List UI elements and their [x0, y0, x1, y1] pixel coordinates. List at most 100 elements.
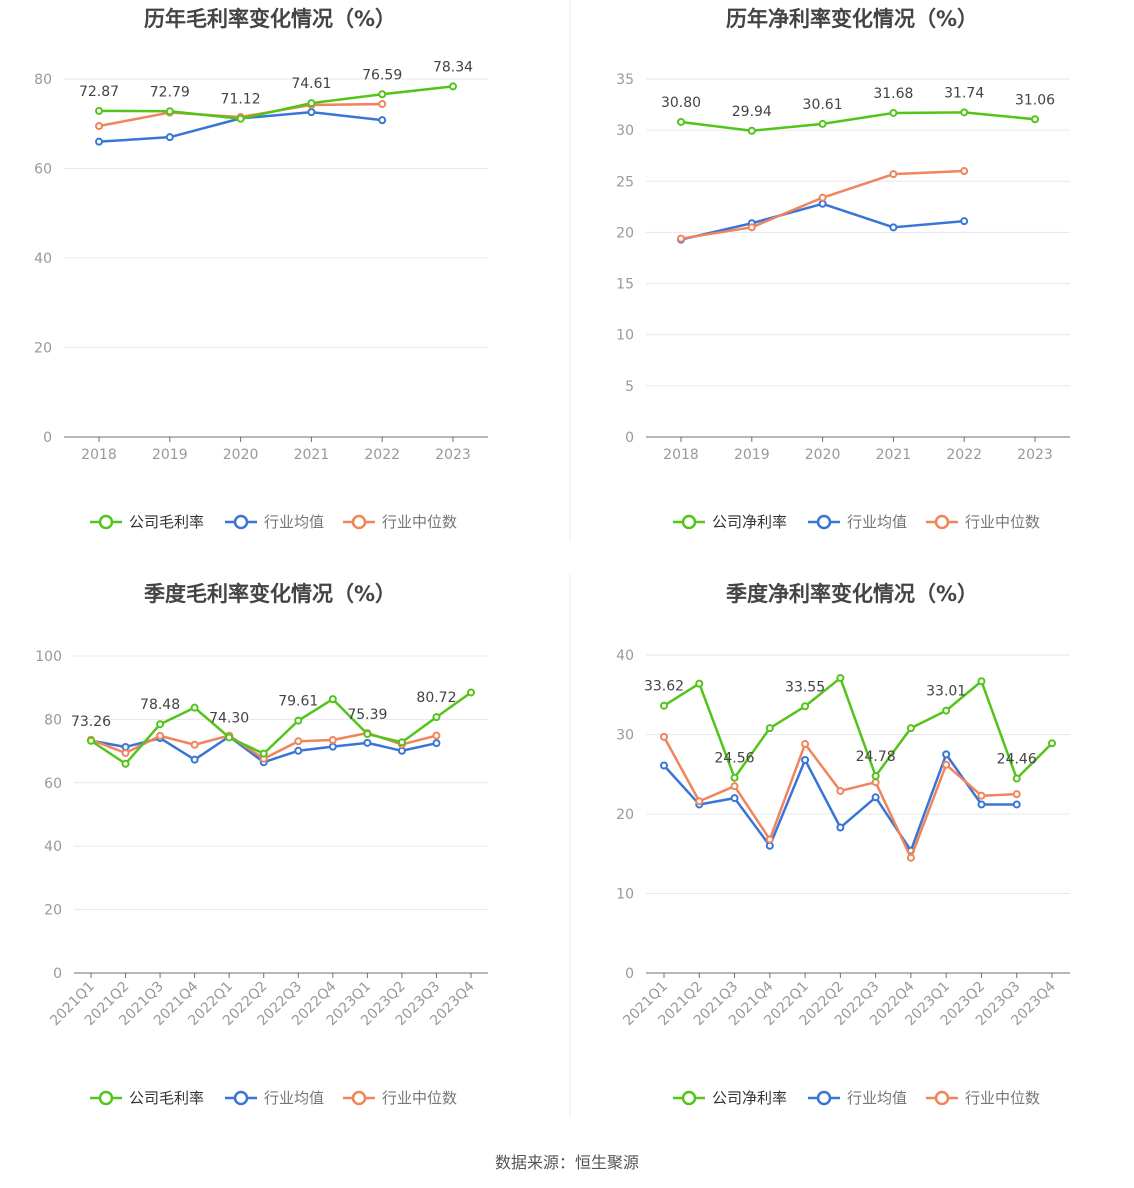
y-tick-label: 40	[34, 251, 52, 267]
y-tick-label: 10	[616, 887, 634, 903]
legend-item-median[interactable]: 行业中位数	[343, 1089, 457, 1107]
data-point-company	[397, 738, 406, 747]
series-line-avg	[680, 202, 965, 241]
data-point-company	[1031, 115, 1039, 124]
legend-item-company[interactable]: 公司毛利率	[90, 513, 204, 531]
data-point-company	[95, 106, 103, 115]
y-tick-label: 80	[34, 72, 52, 88]
x-tick-label: 2022	[946, 447, 982, 463]
series-line-company	[680, 111, 1036, 133]
data-point-company	[363, 730, 372, 739]
data-point-company	[294, 716, 303, 725]
legend-item-median[interactable]: 行业中位数	[343, 513, 457, 531]
data-point-company	[328, 695, 337, 704]
legend-label: 行业中位数	[382, 513, 457, 531]
data-label: 72.87	[79, 84, 119, 100]
legend-item-avg[interactable]: 行业均值	[808, 1089, 907, 1107]
data-point-company	[378, 90, 387, 99]
data-point-avg	[328, 742, 337, 751]
data-point-median	[747, 223, 756, 232]
data-point-avg	[190, 755, 199, 764]
chart-title: 历年毛利率变化情况（%）	[144, 7, 396, 31]
legend-item-company[interactable]: 公司净利率	[673, 1089, 787, 1107]
x-tick-label: 2019	[734, 447, 770, 463]
data-point-company	[1048, 739, 1056, 748]
data-point-company	[889, 108, 898, 117]
y-tick-label: 25	[616, 174, 634, 190]
data-point-avg	[294, 746, 303, 755]
legend-item-company[interactable]: 公司净利率	[673, 513, 787, 531]
y-tick-label: 30	[616, 728, 634, 744]
legend-item-avg[interactable]: 行业均值	[808, 513, 907, 531]
y-tick-label: 40	[44, 839, 62, 855]
data-point-median	[889, 170, 898, 179]
data-point-avg	[432, 739, 441, 748]
data-point-avg	[765, 841, 774, 850]
data-point-company	[836, 674, 845, 683]
data-label: 78.34	[433, 59, 473, 75]
data-point-median	[328, 736, 337, 745]
data-point-median	[960, 167, 969, 176]
data-point-company	[432, 713, 441, 722]
legend-label: 公司毛利率	[129, 513, 204, 531]
legend-marker	[816, 514, 832, 530]
data-point-median	[378, 100, 387, 109]
data-point-company	[695, 679, 704, 688]
data-point-avg	[977, 800, 986, 809]
legend-item-median[interactable]: 行业中位数	[926, 1089, 1040, 1107]
data-point-avg	[660, 761, 668, 770]
legend-label: 行业均值	[847, 1089, 907, 1107]
data-point-median	[942, 760, 951, 769]
legend-item-median[interactable]: 行业中位数	[926, 513, 1040, 531]
y-tick-label: 10	[616, 328, 634, 344]
data-point-company	[259, 749, 268, 758]
data-point-company	[801, 702, 810, 711]
data-point-avg	[960, 217, 969, 226]
y-tick-label: 35	[616, 72, 634, 88]
data-point-avg	[1012, 800, 1021, 809]
data-point-avg	[165, 133, 174, 142]
legend-label: 行业中位数	[965, 513, 1040, 531]
data-label: 74.61	[291, 76, 331, 92]
y-tick-label: 20	[44, 903, 62, 919]
data-point-company	[121, 759, 130, 768]
source-note: 数据来源：恒生聚源	[495, 1153, 639, 1172]
data-label: 74.30	[209, 710, 249, 726]
data-point-company	[871, 771, 880, 780]
data-point-company	[730, 773, 739, 782]
data-point-avg	[378, 116, 387, 125]
legend-label: 行业均值	[264, 1089, 324, 1107]
data-label: 73.26	[71, 714, 111, 730]
data-label: 30.61	[803, 97, 843, 113]
data-label: 80.72	[416, 690, 456, 706]
legend-label: 行业中位数	[382, 1089, 457, 1107]
legend-item-avg[interactable]: 行业均值	[225, 513, 324, 531]
data-point-median	[432, 731, 441, 740]
x-tick-label: 2023	[435, 447, 471, 463]
data-label: 75.39	[347, 707, 387, 723]
series-line-company	[663, 676, 1053, 780]
data-point-median	[818, 193, 827, 202]
series-line-company	[90, 691, 472, 766]
y-tick-label: 30	[616, 123, 634, 139]
data-point-avg	[942, 750, 951, 759]
data-point-median	[156, 731, 165, 740]
data-point-median	[294, 737, 303, 746]
data-point-avg	[871, 793, 880, 802]
data-label: 71.12	[221, 92, 261, 108]
data-label: 29.94	[732, 104, 772, 120]
legend-label: 行业均值	[847, 513, 907, 531]
data-label: 33.62	[644, 679, 684, 695]
data-point-median	[836, 786, 845, 795]
legend-marker	[98, 514, 114, 530]
data-point-company	[449, 82, 457, 91]
legend-marker	[233, 1090, 249, 1106]
data-point-company	[942, 706, 951, 715]
y-tick-label: 0	[53, 966, 62, 982]
legend-item-avg[interactable]: 行业均值	[225, 1089, 324, 1107]
data-point-median	[660, 732, 668, 741]
y-tick-label: 15	[616, 277, 634, 293]
legend-marker	[351, 1090, 367, 1106]
data-point-company	[1012, 774, 1021, 783]
legend-item-company[interactable]: 公司毛利率	[90, 1089, 204, 1107]
